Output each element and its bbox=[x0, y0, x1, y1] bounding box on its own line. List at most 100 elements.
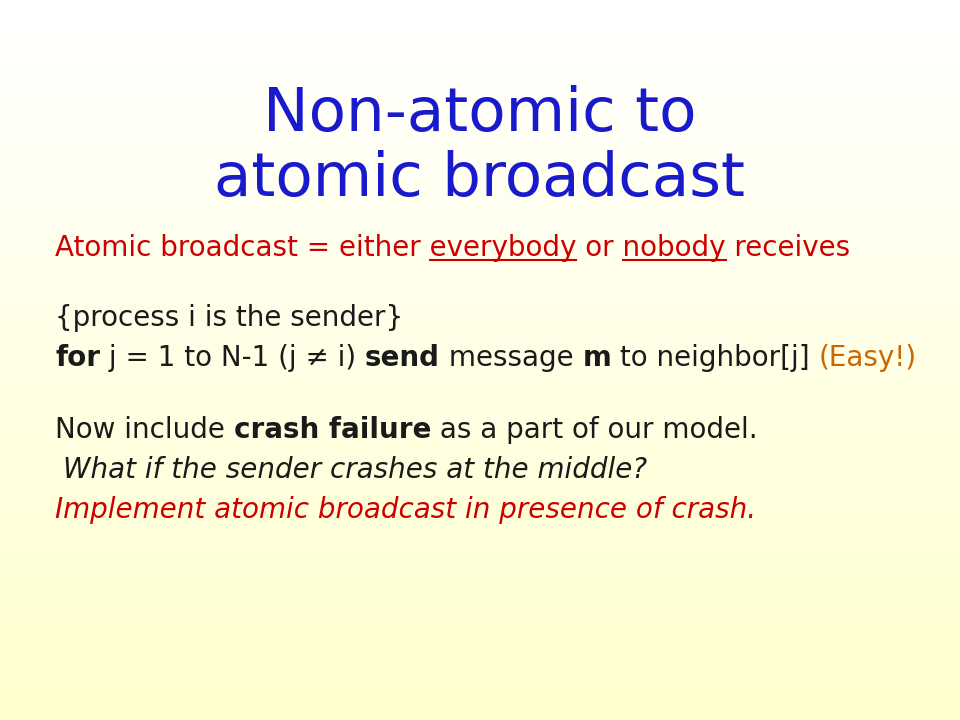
Bar bbox=[0, 470, 960, 473]
Bar bbox=[0, 185, 960, 187]
Bar bbox=[0, 686, 960, 689]
Bar bbox=[0, 257, 960, 259]
Bar bbox=[0, 667, 960, 670]
Bar bbox=[0, 662, 960, 665]
Bar bbox=[0, 394, 960, 396]
Bar bbox=[0, 475, 960, 477]
Text: crash failure: crash failure bbox=[233, 416, 431, 444]
Bar bbox=[0, 108, 960, 110]
Text: Implement atomic broadcast in presence of crash.: Implement atomic broadcast in presence o… bbox=[55, 496, 756, 524]
Bar bbox=[0, 574, 960, 576]
Bar bbox=[0, 22, 960, 24]
Bar bbox=[0, 657, 960, 660]
Bar bbox=[0, 617, 960, 619]
Bar bbox=[0, 295, 960, 297]
Bar bbox=[0, 329, 960, 331]
Bar bbox=[0, 562, 960, 564]
Bar bbox=[0, 711, 960, 713]
Bar bbox=[0, 324, 960, 326]
Bar bbox=[0, 117, 960, 120]
Bar bbox=[0, 322, 960, 324]
Bar bbox=[0, 715, 960, 718]
Bar bbox=[0, 521, 960, 523]
Bar bbox=[0, 351, 960, 353]
Text: or: or bbox=[576, 234, 622, 262]
Bar bbox=[0, 355, 960, 358]
Bar bbox=[0, 290, 960, 293]
Bar bbox=[0, 377, 960, 379]
Bar bbox=[0, 621, 960, 624]
Text: Non-atomic to: Non-atomic to bbox=[263, 85, 697, 144]
Bar bbox=[0, 446, 960, 449]
Bar bbox=[0, 441, 960, 444]
Bar bbox=[0, 408, 960, 410]
Bar bbox=[0, 585, 960, 588]
Bar bbox=[0, 338, 960, 341]
Text: (Easy!): (Easy!) bbox=[819, 344, 917, 372]
Bar bbox=[0, 459, 960, 461]
Bar bbox=[0, 326, 960, 329]
Bar bbox=[0, 576, 960, 578]
Bar bbox=[0, 430, 960, 432]
Bar bbox=[0, 180, 960, 182]
Bar bbox=[0, 593, 960, 595]
Bar bbox=[0, 682, 960, 684]
Bar bbox=[0, 420, 960, 423]
Bar bbox=[0, 55, 960, 58]
Bar bbox=[0, 437, 960, 439]
Bar bbox=[0, 588, 960, 590]
Bar bbox=[0, 153, 960, 156]
Bar bbox=[0, 456, 960, 459]
Bar bbox=[0, 5, 960, 7]
Bar bbox=[0, 110, 960, 113]
Bar bbox=[0, 115, 960, 117]
Bar bbox=[0, 48, 960, 50]
Bar bbox=[0, 480, 960, 482]
Bar bbox=[0, 590, 960, 593]
Bar bbox=[0, 468, 960, 470]
Bar bbox=[0, 70, 960, 72]
Bar bbox=[0, 142, 960, 144]
Bar bbox=[0, 619, 960, 621]
Bar bbox=[0, 72, 960, 74]
Bar bbox=[0, 367, 960, 369]
Bar bbox=[0, 670, 960, 672]
Text: nobody: nobody bbox=[622, 234, 726, 262]
Bar bbox=[0, 526, 960, 528]
Bar bbox=[0, 312, 960, 315]
Bar bbox=[0, 60, 960, 63]
Bar bbox=[0, 595, 960, 598]
Bar bbox=[0, 247, 960, 250]
Bar bbox=[0, 192, 960, 194]
Bar bbox=[0, 53, 960, 55]
Bar bbox=[0, 538, 960, 540]
Bar bbox=[0, 643, 960, 646]
Bar bbox=[0, 17, 960, 19]
Bar bbox=[0, 511, 960, 513]
Bar bbox=[0, 547, 960, 549]
Bar bbox=[0, 698, 960, 701]
Bar bbox=[0, 396, 960, 398]
Bar bbox=[0, 341, 960, 343]
Bar bbox=[0, 279, 960, 281]
Bar bbox=[0, 168, 960, 171]
Bar bbox=[0, 218, 960, 221]
Bar bbox=[0, 607, 960, 610]
Bar bbox=[0, 434, 960, 437]
Bar bbox=[0, 497, 960, 499]
Bar bbox=[0, 578, 960, 581]
Bar bbox=[0, 389, 960, 391]
Bar bbox=[0, 120, 960, 122]
Bar bbox=[0, 175, 960, 178]
Bar bbox=[0, 605, 960, 607]
Text: send: send bbox=[365, 344, 440, 372]
Bar bbox=[0, 374, 960, 377]
Bar bbox=[0, 641, 960, 643]
Bar bbox=[0, 230, 960, 233]
Bar bbox=[0, 84, 960, 86]
Bar bbox=[0, 27, 960, 29]
Text: atomic broadcast: atomic broadcast bbox=[214, 150, 746, 209]
Bar bbox=[0, 545, 960, 547]
Text: as a part of our model.: as a part of our model. bbox=[431, 416, 757, 444]
Bar bbox=[0, 271, 960, 274]
